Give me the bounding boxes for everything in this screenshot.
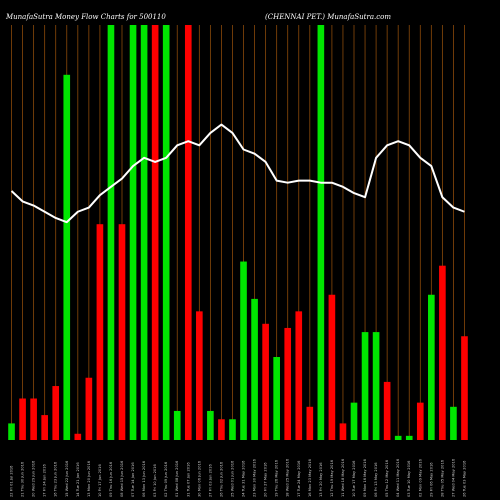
x-tick-label: 16 Mon 23 May 2016 — [308, 458, 312, 497]
x-tick-label: 31 Tue 07 Jun 2016 — [186, 462, 190, 497]
x-tick-label: 19 Thu 26 May 2016 — [275, 459, 279, 497]
x-tick-label: 11 Wed 18 May 2016 — [341, 458, 345, 497]
money-flow-bar — [85, 377, 93, 440]
x-tick-label: 06 Mon 13 Jun 2016 — [142, 460, 146, 497]
x-tick-label: 03 Fri 10 Jun 2016 — [153, 464, 157, 497]
x-tick-label: 05 Thu 12 May 2016 — [385, 459, 389, 497]
money-flow-bar — [129, 25, 137, 440]
money-flow-bar — [295, 311, 303, 440]
money-flow-bar — [350, 402, 358, 440]
money-flow-bar — [328, 294, 336, 440]
money-flow-bar — [140, 25, 148, 440]
money-flow-bar — [394, 435, 402, 440]
money-flow-bar — [416, 402, 424, 440]
price-line-series — [10, 123, 465, 224]
money-flow-bar — [317, 25, 325, 440]
x-tick-label: 13 Fri 20 May 2016 — [319, 462, 323, 497]
x-tick-label: 20 Fri 27 May 2016 — [264, 462, 268, 497]
x-tick-label: 16 Thu 23 Jun 2016 — [54, 461, 58, 497]
money-flow-bar — [251, 298, 258, 440]
x-tick-label: 30 Mon 06 Jun 2016 — [197, 460, 201, 497]
x-tick-label: 27 Wed 04 May 2016 — [451, 458, 455, 497]
money-flow-bar — [339, 423, 347, 440]
money-flow-bar — [63, 74, 71, 441]
money-flow-bar — [273, 357, 280, 440]
chart-title-right: (CHENNAI PET.) MunafaSutra.com — [265, 13, 391, 21]
money-flow-bar — [19, 398, 26, 440]
money-flow-bar — [107, 25, 115, 440]
money-flow-bar — [361, 332, 369, 440]
x-tick-label: 12 Thu 19 May 2016 — [330, 459, 334, 497]
x-tick-label: 02 Thu 09 Jun 2016 — [164, 461, 168, 497]
x-tick-label: 22 Fri 01 Jul 2016 — [10, 465, 14, 497]
x-tick-label: 02 Mon 09 May 2016 — [418, 458, 422, 497]
x-tick-label: 27 Fri 03 Jun 2016 — [208, 464, 212, 497]
money-flow-bar — [207, 410, 214, 440]
money-flow-bar — [8, 423, 15, 440]
x-tick-label: 18 Wed 25 May 2016 — [286, 458, 290, 497]
x-tick-label: 20 Wed 29 Jun 2016 — [32, 460, 36, 497]
x-tick-label: 06 Fri 13 May 2016 — [374, 462, 378, 497]
money-flow-bar — [173, 410, 181, 440]
x-tick-label: 21 Thu 30 Jun 2016 — [21, 461, 25, 497]
money-flow-bar — [262, 323, 269, 440]
money-flow-bar — [229, 419, 236, 440]
money-flow-bar — [405, 435, 413, 440]
x-tick-label: 26 Tue 03 May 2016 — [462, 460, 466, 497]
x-tick-label: 17 Fri 24 Jun 2016 — [43, 464, 47, 497]
x-tick-label: 26 Thu 02 Jun 2016 — [219, 461, 223, 497]
money-flow-bar — [41, 415, 48, 440]
x-tick-label: 17 Tue 24 May 2016 — [297, 460, 301, 497]
money-flow-bar — [284, 327, 292, 440]
x-tick-label: 25 Wed 01 Jun 2016 — [230, 460, 234, 497]
money-flow-bar — [74, 433, 82, 440]
money-flow-bar — [218, 419, 225, 440]
x-tick-label: 08 Wed 15 Jun 2016 — [120, 460, 124, 497]
bar-series — [8, 25, 468, 441]
x-tick-label: 24 Tue 31 May 2016 — [242, 460, 246, 497]
money-flow-bar — [30, 398, 37, 440]
x-tick-label: 10 Fri 17 Jun 2016 — [98, 464, 102, 497]
money-flow-bar — [162, 25, 170, 440]
x-tick-label: 01 Wed 08 Jun 2016 — [175, 460, 179, 497]
money-flow-bar — [439, 265, 446, 440]
x-tick-label: 03 Tue 10 May 2016 — [407, 460, 411, 497]
x-tick-label: 29 Fri 06 May 2016 — [429, 462, 433, 497]
x-tick-label: 09 Mon 16 May 2016 — [363, 458, 367, 497]
x-tick-label: 15 Wed 22 Jun 2016 — [65, 460, 69, 497]
price-line — [10, 123, 465, 224]
x-tick-label: 28 Thu 05 May 2016 — [440, 459, 444, 497]
x-tick-label: 04 Wed 11 May 2016 — [396, 458, 400, 497]
x-tick-label: 14 Tue 21 Jun 2016 — [76, 462, 80, 497]
x-axis-ticks: 22 Fri 01 Jul 2016 21 Thu 30 Jun 2016 20 W… — [10, 458, 467, 497]
money-flow-bar — [450, 406, 457, 440]
money-flow-bar — [52, 386, 60, 440]
money-flow-bar — [306, 406, 314, 440]
x-tick-label: 23 Mon 30 May 2016 — [253, 458, 257, 497]
grid-lines — [11, 25, 465, 440]
money-flow-bar — [428, 294, 435, 440]
x-tick-label: 13 Mon 20 Jun 2016 — [87, 460, 91, 497]
money-flow-bar — [196, 311, 203, 440]
x-tick-label: 10 Tue 17 May 2016 — [352, 460, 356, 497]
money-flow-bar — [240, 261, 247, 440]
chart-title-left: MunafaSutra Money Flow Charts for 500110 — [5, 13, 166, 21]
x-tick-label: 07 Tue 14 Jun 2016 — [131, 462, 135, 497]
money-flow-bar — [383, 381, 391, 440]
x-tick-label: 09 Thu 16 Jun 2016 — [109, 461, 113, 497]
money-flow-bar — [96, 224, 104, 440]
money-flow-bar — [372, 332, 380, 440]
money-flow-bar — [118, 224, 126, 440]
money-flow-bar — [184, 25, 192, 440]
money-flow-bar — [151, 25, 159, 440]
money-flow-bar — [461, 336, 468, 440]
